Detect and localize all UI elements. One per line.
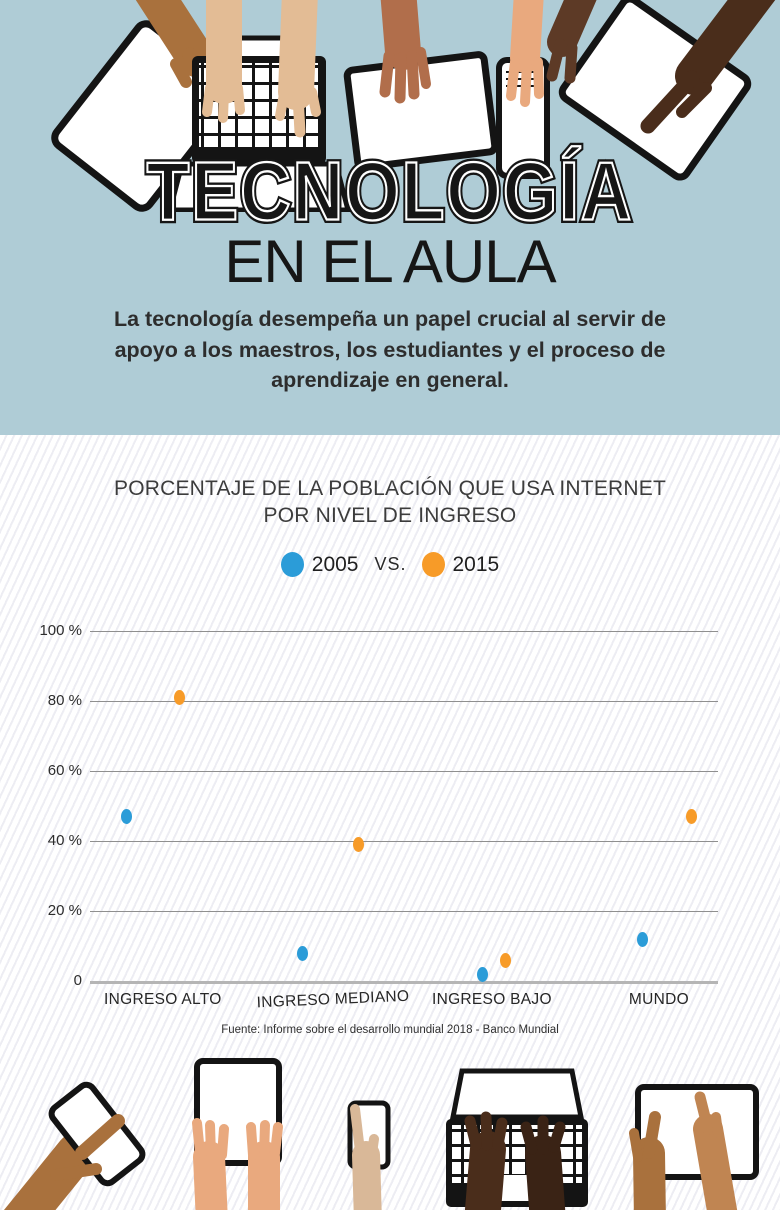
chart-legend: 2005 VS. 2015 — [0, 552, 780, 577]
chart-section: PORCENTAJE DE LA POBLACIÓN QUE USA INTER… — [0, 435, 780, 1210]
phone-top-icon — [496, 0, 550, 179]
legend-vs-label: VS. — [374, 554, 407, 574]
main-title: TECNOLOGÍA TECNOLOGÍA — [0, 146, 780, 236]
y-tick-label: 0 — [73, 972, 82, 989]
phone-tilted-bottom-icon — [4, 1081, 146, 1210]
x-category-label: INGRESO ALTO — [104, 991, 222, 1008]
data-point-2005-ingreso-mediano — [296, 945, 308, 961]
gridline-20 — [90, 911, 718, 912]
y-tick-label: 20 % — [47, 902, 82, 919]
source-note: Fuente: Informe sobre el desarrollo mund… — [221, 1024, 559, 1036]
phone-small-bottom-icon — [347, 1100, 391, 1210]
x-category-label: MUNDO — [628, 991, 689, 1008]
gridline-40 — [90, 841, 718, 842]
legend-2015-label: 2015 — [452, 552, 500, 576]
y-tick-label: 100 % — [39, 622, 82, 639]
y-tick-label: 60 % — [47, 762, 82, 779]
intro-text: La tecnología desempeña un papel crucial… — [113, 307, 667, 393]
gridline-100 — [90, 631, 718, 632]
legend-2005-dot-icon — [280, 552, 304, 577]
gridline-80 — [90, 701, 718, 702]
tablet-bottom-right-icon — [629, 1084, 759, 1210]
chart-title-line1: PORCENTAJE DE LA POBLACIÓN QUE USA INTER… — [114, 477, 666, 500]
chart-plot: 100 % 80 % 60 % 40 % 20 % 0 INGRESO ALTO INGRES… — [0, 600, 780, 1030]
chart-title-line2: POR NIVEL DE INGRESO — [263, 504, 517, 528]
data-point-2005-ingreso-alto — [120, 809, 132, 824]
tablet-portrait-bottom-icon — [192, 1058, 283, 1210]
chart-title: PORCENTAJE DE LA POBLACIÓN QUE USA INTER… — [0, 475, 780, 530]
data-point-2005-mundo — [637, 931, 649, 947]
laptop-top-icon — [166, 0, 352, 212]
tablet-landscape-icon — [343, 0, 499, 171]
bottom-hands-devices-illustration — [4, 1058, 759, 1210]
top-hands-devices-illustration — [51, 0, 776, 212]
tablet-tilted-right-icon — [546, 0, 776, 181]
x-category-label: INGRESO MEDIANO — [256, 987, 410, 1012]
subtitle: EN EL AULA — [224, 228, 556, 295]
data-point-2015-ingreso-alto — [174, 690, 186, 705]
main-title-text: TECNOLOGÍA — [144, 145, 635, 238]
laptop-bottom-icon — [446, 1068, 588, 1210]
y-tick-label: 40 % — [47, 832, 82, 849]
legend-2005-label: 2005 — [311, 552, 359, 576]
data-point-2015-ingreso-mediano — [353, 837, 365, 852]
y-tick-label: 80 % — [47, 692, 82, 709]
gridline-60 — [90, 771, 718, 772]
data-point-2015-ingreso-bajo — [500, 952, 512, 968]
legend-2015-dot-icon — [421, 552, 445, 577]
gridline-0 — [90, 981, 718, 984]
x-category-label: INGRESO BAJO — [431, 991, 552, 1008]
data-point-2005-ingreso-bajo — [477, 966, 488, 982]
data-point-2015-mundo — [686, 809, 698, 824]
header-section: TECNOLOGÍA TECNOLOGÍA EN EL AULA La tecn… — [0, 0, 780, 435]
